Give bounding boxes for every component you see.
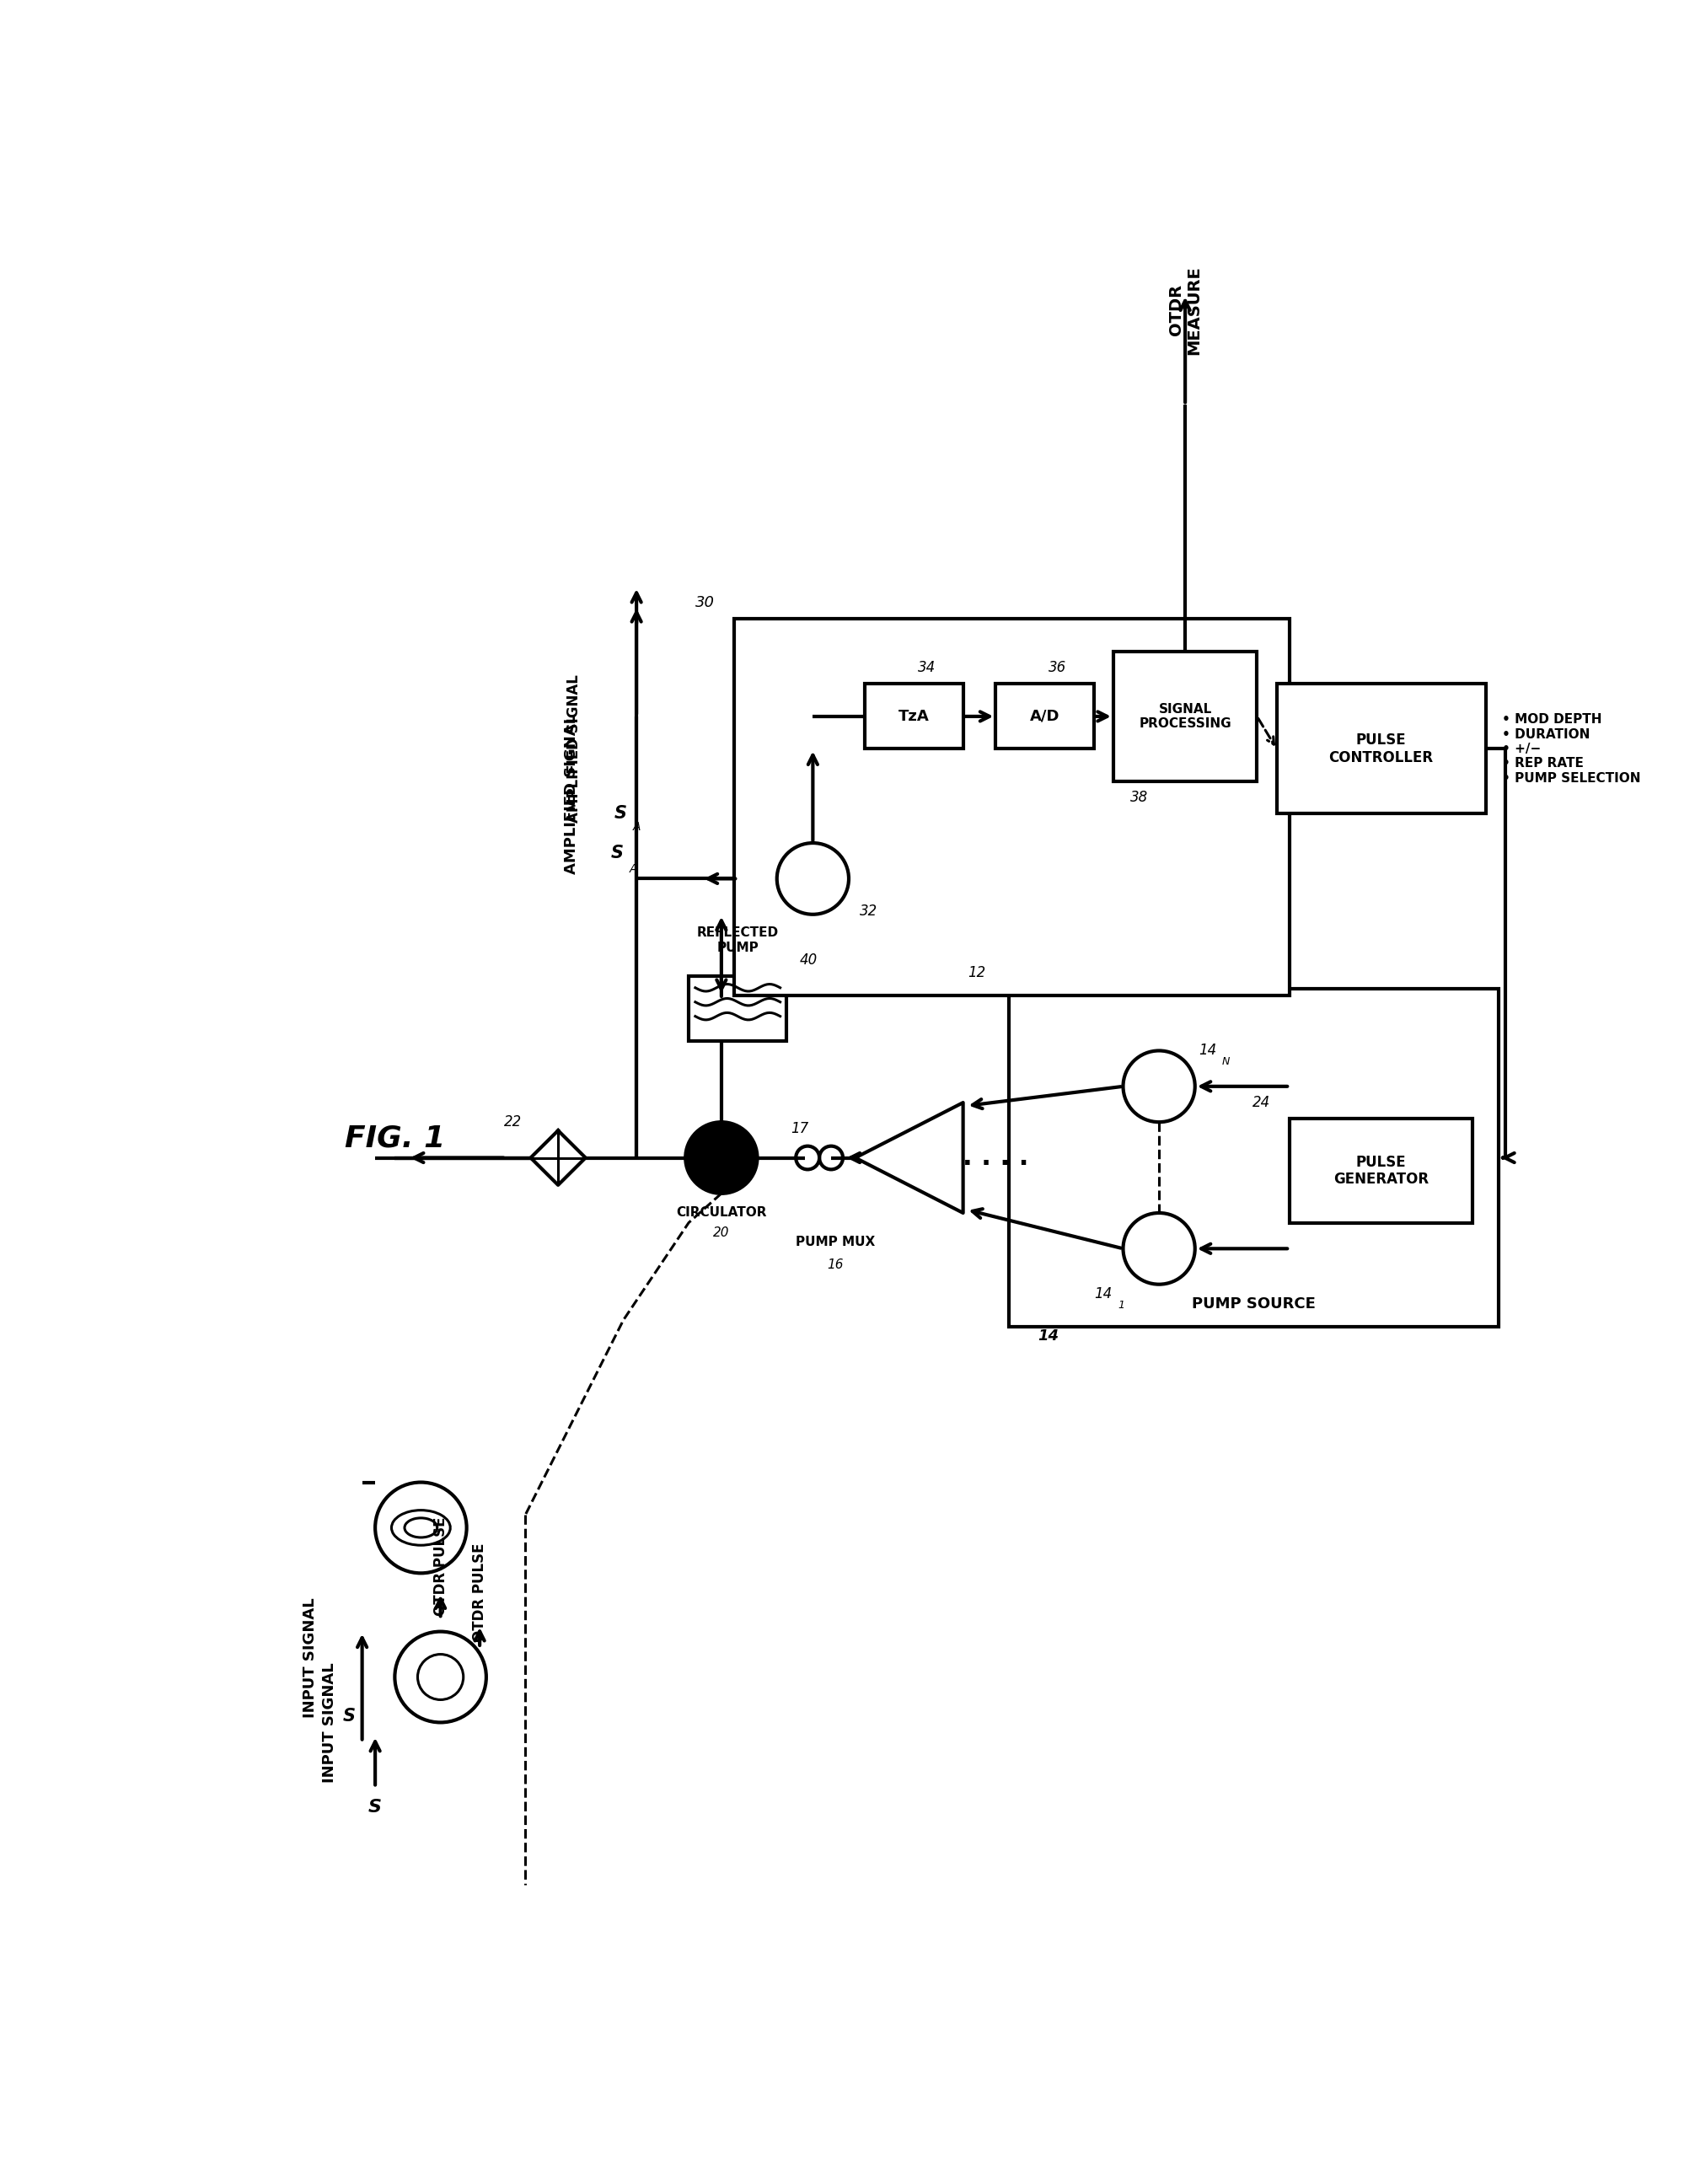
Text: 24: 24 xyxy=(1253,1094,1270,1109)
Text: 12: 12 xyxy=(968,965,986,981)
Text: 38: 38 xyxy=(1131,791,1149,806)
Text: S: S xyxy=(610,845,624,860)
Text: 32: 32 xyxy=(859,904,878,919)
Bar xyxy=(864,684,963,749)
Text: 34: 34 xyxy=(919,660,936,675)
Text: AMPLIFIED SIGNAL: AMPLIFIED SIGNAL xyxy=(566,675,581,823)
Text: 14: 14 xyxy=(1095,1286,1112,1302)
Text: S: S xyxy=(368,1797,381,1815)
Text: 20: 20 xyxy=(714,1225,729,1238)
Text: PUMP SOURCE: PUMP SOURCE xyxy=(1192,1297,1315,1310)
Text: 14: 14 xyxy=(1037,1328,1059,1343)
Bar xyxy=(734,618,1290,996)
Text: PULSE
GENERATOR: PULSE GENERATOR xyxy=(1334,1155,1429,1188)
Text: INPUT SIGNAL: INPUT SIGNAL xyxy=(322,1662,337,1782)
Text: 22: 22 xyxy=(503,1114,522,1129)
Polygon shape xyxy=(856,1103,963,1212)
Circle shape xyxy=(395,1631,486,1723)
Bar xyxy=(1276,684,1485,815)
Text: 14: 14 xyxy=(1198,1044,1217,1059)
Text: 16: 16 xyxy=(827,1258,844,1271)
Text: A: A xyxy=(632,821,641,832)
Text: OTDR PULSE: OTDR PULSE xyxy=(473,1544,486,1642)
Text: TzA: TzA xyxy=(898,710,929,725)
Text: 36: 36 xyxy=(1049,660,1066,675)
Text: • MOD DEPTH
• DURATION
• +/−
• REP RATE
• PUMP SELECTION: • MOD DEPTH • DURATION • +/− • REP RATE … xyxy=(1502,714,1641,784)
Text: A: A xyxy=(629,863,637,876)
Bar xyxy=(995,684,1093,749)
Text: S: S xyxy=(614,806,627,821)
Circle shape xyxy=(1124,1051,1195,1123)
Bar xyxy=(1009,989,1498,1326)
Circle shape xyxy=(1124,1212,1195,1284)
Text: S: S xyxy=(342,1708,356,1725)
Text: AMPLIFIED SIGNAL: AMPLIFIED SIGNAL xyxy=(563,714,578,874)
Bar xyxy=(1290,1118,1473,1223)
Bar xyxy=(688,976,786,1042)
Text: CIRCULATOR: CIRCULATOR xyxy=(676,1206,766,1219)
Text: SIGNAL
PROCESSING: SIGNAL PROCESSING xyxy=(1139,703,1231,729)
Circle shape xyxy=(776,843,849,915)
Polygon shape xyxy=(531,1131,585,1186)
Text: REFLECTED
PUMP: REFLECTED PUMP xyxy=(697,926,778,954)
Text: PUMP MUX: PUMP MUX xyxy=(797,1236,875,1249)
Text: 40: 40 xyxy=(800,952,817,968)
Text: INPUT SIGNAL: INPUT SIGNAL xyxy=(302,1597,317,1717)
Text: 30: 30 xyxy=(695,596,715,609)
Text: 17: 17 xyxy=(792,1120,809,1136)
Text: . . . .: . . . . xyxy=(963,1147,1029,1171)
Text: FIG. 1: FIG. 1 xyxy=(344,1125,446,1153)
Text: OTDR
MEASURE: OTDR MEASURE xyxy=(1168,264,1202,354)
Text: 1: 1 xyxy=(1117,1299,1124,1310)
Text: N: N xyxy=(1222,1057,1229,1068)
Text: OTDR PULSE: OTDR PULSE xyxy=(432,1518,447,1616)
Circle shape xyxy=(685,1123,758,1192)
Bar xyxy=(1114,651,1258,782)
Text: A/D: A/D xyxy=(1031,710,1059,725)
Text: PULSE
CONTROLLER: PULSE CONTROLLER xyxy=(1329,732,1434,764)
